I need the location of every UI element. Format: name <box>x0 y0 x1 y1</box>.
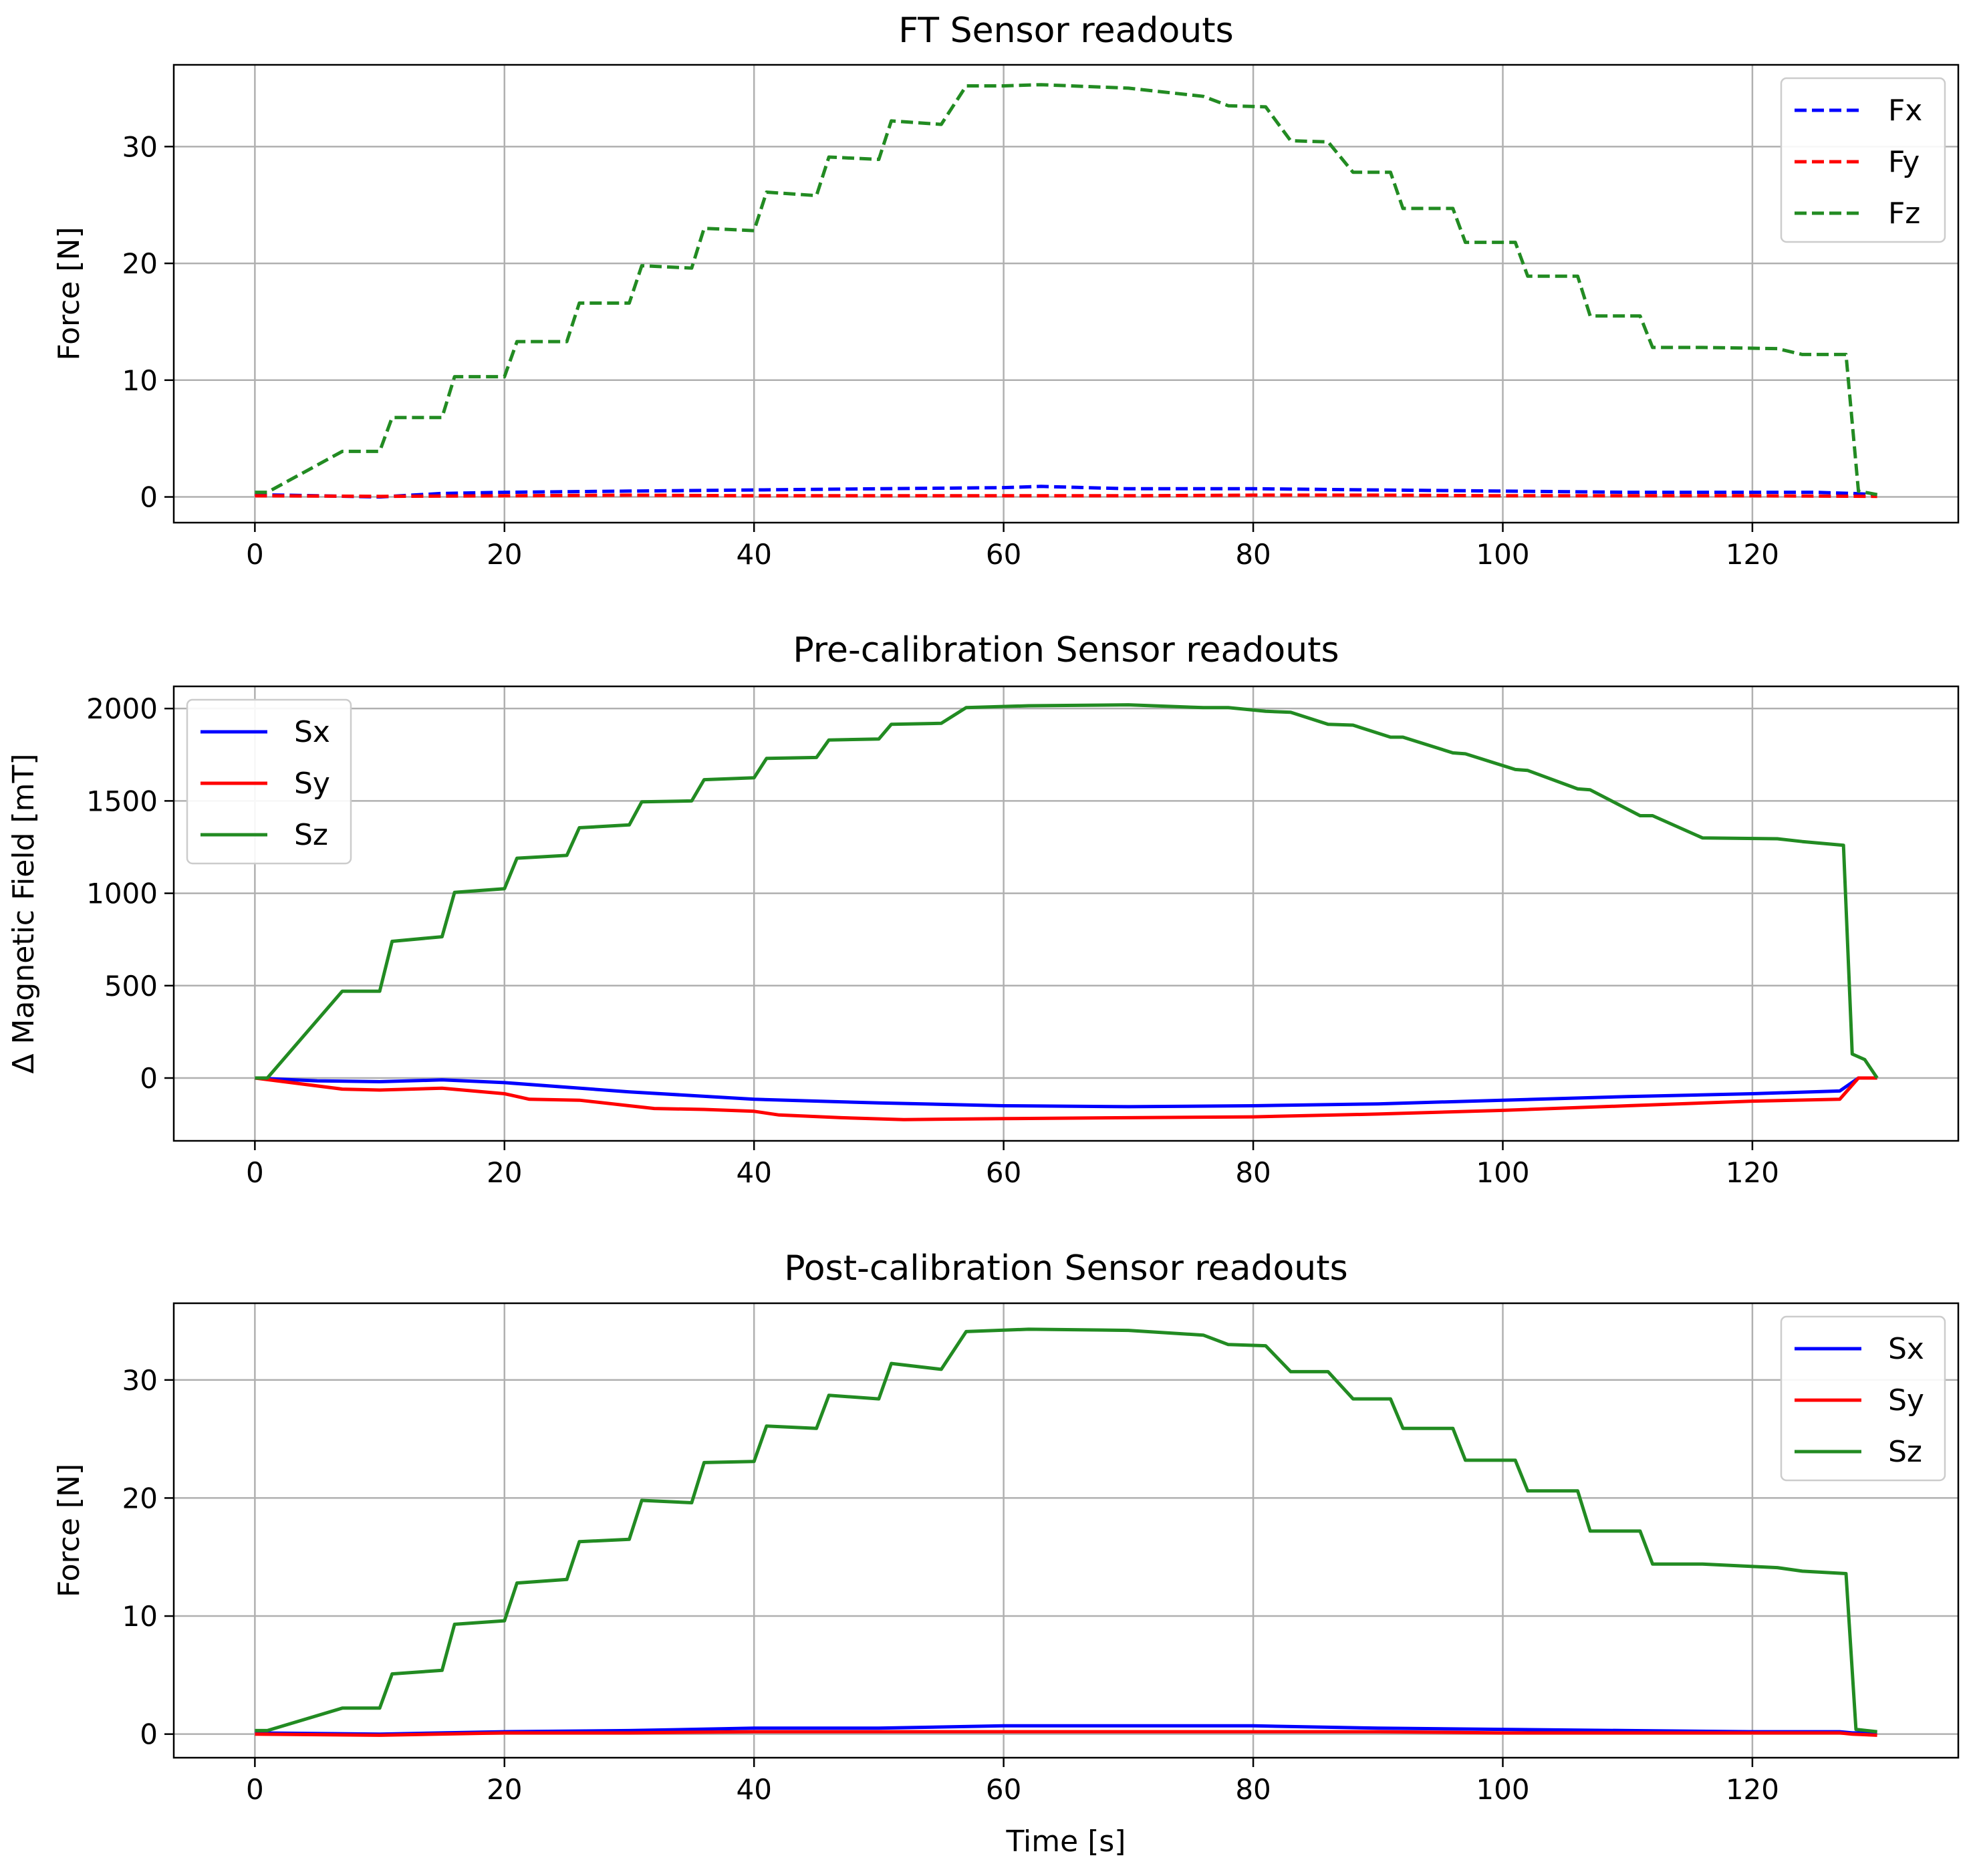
legend: Fx Fy Fz <box>1780 77 1946 243</box>
y-tick-label: 0 <box>140 1062 158 1095</box>
y-axis-label: Force [N] <box>52 1464 86 1597</box>
y-tick-label: 10 <box>122 1600 158 1633</box>
y-tick-label: 1500 <box>86 785 158 817</box>
x-tick-label: 20 <box>487 1156 522 1189</box>
x-tick-label: 60 <box>986 538 1021 571</box>
legend-label-fz: Fz <box>1888 196 1920 231</box>
x-tick-label: 40 <box>736 1773 771 1806</box>
chart-3: 0 20 40 60 80 100 120 0 10 20 30 Post-calibration S… <box>52 1248 1960 1859</box>
legend: Sx Sy Sz <box>186 698 352 865</box>
x-tick-label: 40 <box>736 1156 771 1189</box>
x-tick-label: 40 <box>736 538 771 571</box>
x-tick-label: 120 <box>1726 1773 1779 1806</box>
legend-box <box>186 698 352 865</box>
x-tick-label: 80 <box>1235 538 1271 571</box>
y-tick-label: 20 <box>122 247 158 280</box>
y-tick-label: 500 <box>104 970 158 1002</box>
x-tick-label: 100 <box>1476 538 1529 571</box>
chart-title: Post-calibration Sensor readouts <box>784 1248 1347 1289</box>
y-tick-label: 10 <box>122 364 158 397</box>
x-tick-label: 0 <box>246 1773 264 1806</box>
chart-title: Pre-calibration Sensor readouts <box>793 630 1339 670</box>
y-tick-label: 30 <box>122 1364 158 1397</box>
legend-box <box>1780 1315 1946 1482</box>
legend-box <box>1780 77 1946 243</box>
plot-frame <box>172 1302 1960 1759</box>
y-tick-label: 2000 <box>86 692 158 725</box>
x-axis-label: Time [s] <box>1006 1825 1126 1859</box>
x-tick-label: 120 <box>1726 1156 1779 1189</box>
x-tick-label: 60 <box>986 1156 1021 1189</box>
x-tick-label: 80 <box>1235 1773 1271 1806</box>
legend-label-sz: Sz <box>1888 1435 1922 1469</box>
legend-label-sy: Sy <box>1888 1383 1924 1418</box>
legend-label-sy: Sy <box>294 767 330 801</box>
legend: Sx Sy Sz <box>1780 1315 1946 1482</box>
x-tick-label: 20 <box>487 538 522 571</box>
legend-label-sx: Sx <box>294 715 330 749</box>
x-tick-label: 80 <box>1235 1156 1271 1189</box>
chart-1: 0 20 40 60 80 100 120 0 10 20 30 FT Sensor readouts… <box>52 11 1960 571</box>
series-line-sy <box>255 1730 1877 1737</box>
x-tick-label: 0 <box>246 538 264 571</box>
x-tick-label: 20 <box>487 1773 522 1806</box>
legend-label-sz: Sz <box>294 818 328 852</box>
x-tick-label: 120 <box>1726 538 1779 571</box>
series-line-sz <box>255 703 1879 1080</box>
legend-label-fy: Fy <box>1888 145 1920 179</box>
chart-title: FT Sensor readouts <box>898 11 1233 51</box>
y-tick-label: 1000 <box>86 878 158 910</box>
legend-label-sx: Sx <box>1888 1332 1924 1366</box>
y-tick-label: 20 <box>122 1482 158 1514</box>
y-axis-label: Δ Magnetic Field [mT] <box>7 753 41 1073</box>
legend-label-fx: Fx <box>1888 94 1922 128</box>
x-tick-label: 0 <box>246 1156 264 1189</box>
series-line-sy <box>255 1076 1877 1121</box>
series-line-fz <box>255 83 1878 497</box>
y-tick-label: 0 <box>140 481 158 514</box>
series-line-sx <box>255 1076 1877 1109</box>
y-tick-label: 0 <box>140 1718 158 1751</box>
series-line-sz <box>255 1327 1877 1734</box>
y-tick-label: 30 <box>122 130 158 163</box>
x-tick-label: 60 <box>986 1773 1021 1806</box>
y-axis-label: Force [N] <box>52 227 86 360</box>
x-tick-label: 100 <box>1476 1156 1529 1189</box>
series-line-fx <box>255 485 1877 499</box>
series-line-fy <box>255 493 1877 499</box>
plot-frame <box>172 685 1960 1142</box>
x-tick-label: 100 <box>1476 1773 1529 1806</box>
chart-2: 0 20 40 60 80 100 120 0 500 1000 1500 2000 Pre-calib… <box>7 630 1960 1189</box>
plot-frame <box>172 63 1960 524</box>
